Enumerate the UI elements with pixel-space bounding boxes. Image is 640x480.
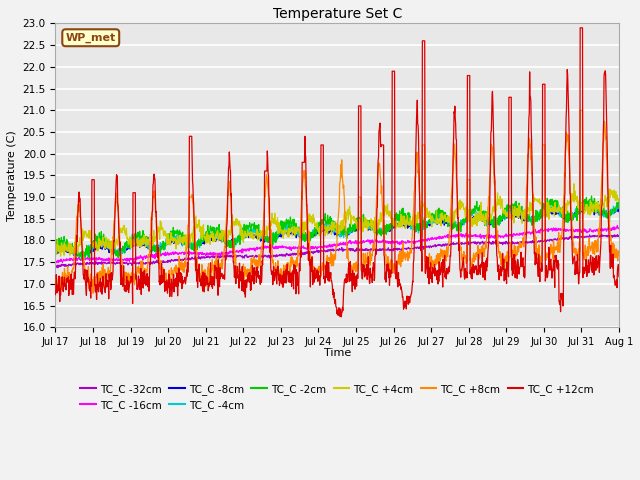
Line: TC_C +12cm: TC_C +12cm: [56, 28, 619, 317]
Legend: TC_C -32cm, TC_C -16cm, TC_C -8cm, TC_C -4cm, TC_C -2cm, TC_C +4cm, TC_C +8cm, T: TC_C -32cm, TC_C -16cm, TC_C -8cm, TC_C …: [76, 380, 598, 415]
TC_C -8cm: [585, 204, 593, 210]
TC_C -32cm: [177, 258, 185, 264]
TC_C -2cm: [177, 230, 185, 236]
TC_C -4cm: [80, 256, 88, 262]
TC_C +12cm: [548, 267, 556, 273]
Line: TC_C +4cm: TC_C +4cm: [56, 184, 619, 256]
TC_C -2cm: [241, 221, 248, 227]
TC_C -2cm: [52, 244, 60, 250]
TC_C +8cm: [577, 108, 584, 113]
TC_C +8cm: [164, 277, 172, 283]
Line: TC_C -16cm: TC_C -16cm: [56, 226, 619, 264]
TC_C +4cm: [615, 199, 623, 204]
TC_C -16cm: [499, 233, 506, 239]
TC_C -16cm: [615, 226, 623, 231]
TC_C +8cm: [241, 269, 248, 275]
TC_C +8cm: [615, 252, 623, 258]
TC_C +4cm: [570, 181, 578, 187]
TC_C -8cm: [52, 248, 60, 253]
TC_C -32cm: [499, 242, 506, 248]
TC_C -16cm: [52, 261, 60, 266]
TC_C +12cm: [615, 274, 623, 279]
Line: TC_C -8cm: TC_C -8cm: [56, 207, 619, 256]
TC_C -32cm: [598, 232, 605, 238]
TC_C -16cm: [177, 251, 184, 256]
TC_C -2cm: [588, 193, 595, 199]
TC_C -4cm: [548, 208, 556, 214]
TC_C -8cm: [548, 211, 556, 216]
TC_C -32cm: [615, 234, 623, 240]
TC_C -8cm: [241, 233, 248, 239]
Line: TC_C -4cm: TC_C -4cm: [56, 201, 619, 259]
TC_C -4cm: [615, 204, 623, 209]
TC_C +8cm: [177, 267, 185, 273]
TC_C -8cm: [425, 221, 433, 227]
TC_C -2cm: [78, 257, 86, 263]
TC_C +4cm: [499, 205, 506, 211]
TC_C -16cm: [614, 223, 621, 228]
TC_C +12cm: [499, 251, 506, 256]
TC_C -8cm: [177, 240, 185, 246]
TC_C +12cm: [240, 279, 248, 285]
TC_C -4cm: [52, 249, 60, 255]
TC_C -32cm: [52, 264, 60, 270]
TC_C +8cm: [52, 280, 60, 286]
TC_C +4cm: [177, 237, 185, 242]
Line: TC_C +8cm: TC_C +8cm: [56, 110, 619, 293]
TC_C -4cm: [164, 238, 172, 244]
Title: Temperature Set C: Temperature Set C: [273, 7, 402, 21]
TC_C -4cm: [499, 216, 506, 222]
TC_C -4cm: [177, 233, 185, 239]
TC_C -2cm: [499, 216, 506, 222]
TC_C +4cm: [548, 209, 556, 215]
TC_C -16cm: [425, 236, 433, 242]
TC_C -2cm: [164, 238, 172, 243]
Text: WP_met: WP_met: [66, 33, 116, 43]
TC_C +12cm: [163, 279, 171, 285]
TC_C -16cm: [548, 226, 556, 232]
TC_C -8cm: [78, 253, 86, 259]
TC_C -32cm: [164, 259, 172, 265]
TC_C -4cm: [425, 219, 433, 225]
TC_C +12cm: [177, 270, 184, 276]
TC_C -2cm: [615, 201, 623, 207]
TC_C -16cm: [163, 252, 171, 257]
TC_C +8cm: [425, 255, 433, 261]
TC_C +12cm: [577, 25, 584, 31]
TC_C -16cm: [240, 246, 248, 252]
TC_C -32cm: [425, 243, 433, 249]
TC_C -8cm: [164, 240, 172, 246]
Y-axis label: Temperature (C): Temperature (C): [7, 130, 17, 221]
TC_C +4cm: [164, 240, 172, 246]
TC_C +8cm: [548, 251, 556, 257]
TC_C -8cm: [615, 206, 623, 212]
TC_C +12cm: [337, 314, 345, 320]
TC_C +12cm: [52, 292, 60, 298]
TC_C -4cm: [585, 198, 593, 204]
TC_C +4cm: [241, 235, 248, 241]
TC_C +8cm: [89, 290, 97, 296]
TC_C +4cm: [52, 248, 60, 254]
TC_C -32cm: [548, 238, 556, 244]
TC_C -4cm: [241, 232, 248, 238]
Line: TC_C -32cm: TC_C -32cm: [56, 235, 619, 268]
TC_C -8cm: [499, 216, 506, 221]
Line: TC_C -2cm: TC_C -2cm: [56, 196, 619, 260]
TC_C +4cm: [425, 211, 433, 216]
TC_C -32cm: [54, 265, 61, 271]
TC_C +12cm: [425, 281, 433, 287]
TC_C -2cm: [548, 205, 556, 211]
TC_C -2cm: [425, 218, 433, 224]
X-axis label: Time: Time: [324, 348, 351, 358]
TC_C +8cm: [499, 255, 506, 261]
TC_C -32cm: [241, 255, 248, 261]
TC_C +4cm: [57, 253, 65, 259]
